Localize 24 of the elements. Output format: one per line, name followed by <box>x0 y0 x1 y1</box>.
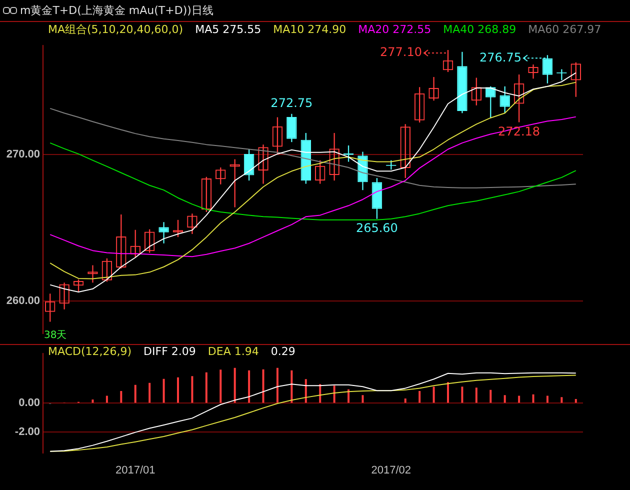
annotation: 277.10 <box>380 45 422 60</box>
y-tick-label: 0.00 <box>18 397 40 410</box>
text: DEA 1.94 <box>208 345 259 358</box>
annotation: 265.60 <box>356 220 398 235</box>
y-tick-label: -2.00 <box>14 426 40 438</box>
annotation: 276.75 <box>479 50 522 64</box>
text: MA5 275.55 <box>195 23 262 36</box>
legend-title: MA组合(5,10,20,40,60,0) <box>48 23 184 36</box>
text: MA60 267.97 <box>528 23 602 36</box>
legend-title: MACD(12,26,9) <box>48 345 132 358</box>
x-tick-label: 2017/02 <box>371 464 412 476</box>
annotation: 38天 <box>44 329 67 342</box>
text: MA10 274.90 <box>273 23 346 36</box>
x-tick-label: 2017/01 <box>115 464 156 476</box>
y-tick-label: 270.00 <box>6 148 40 160</box>
candlestick <box>158 222 169 244</box>
chart-title: m黄金T+D(上海黄金 mAu(T+D))日线 <box>20 3 214 19</box>
text: MA20 272.55 <box>358 23 432 36</box>
text: DIFF 2.09 <box>144 345 196 358</box>
annotation: 0.29 <box>270 345 296 358</box>
annotation: 272.18 <box>498 124 540 138</box>
annotation: 272.75 <box>270 96 313 110</box>
y-tick-label: 260.00 <box>6 295 40 308</box>
text: MA40 268.89 <box>443 23 516 36</box>
